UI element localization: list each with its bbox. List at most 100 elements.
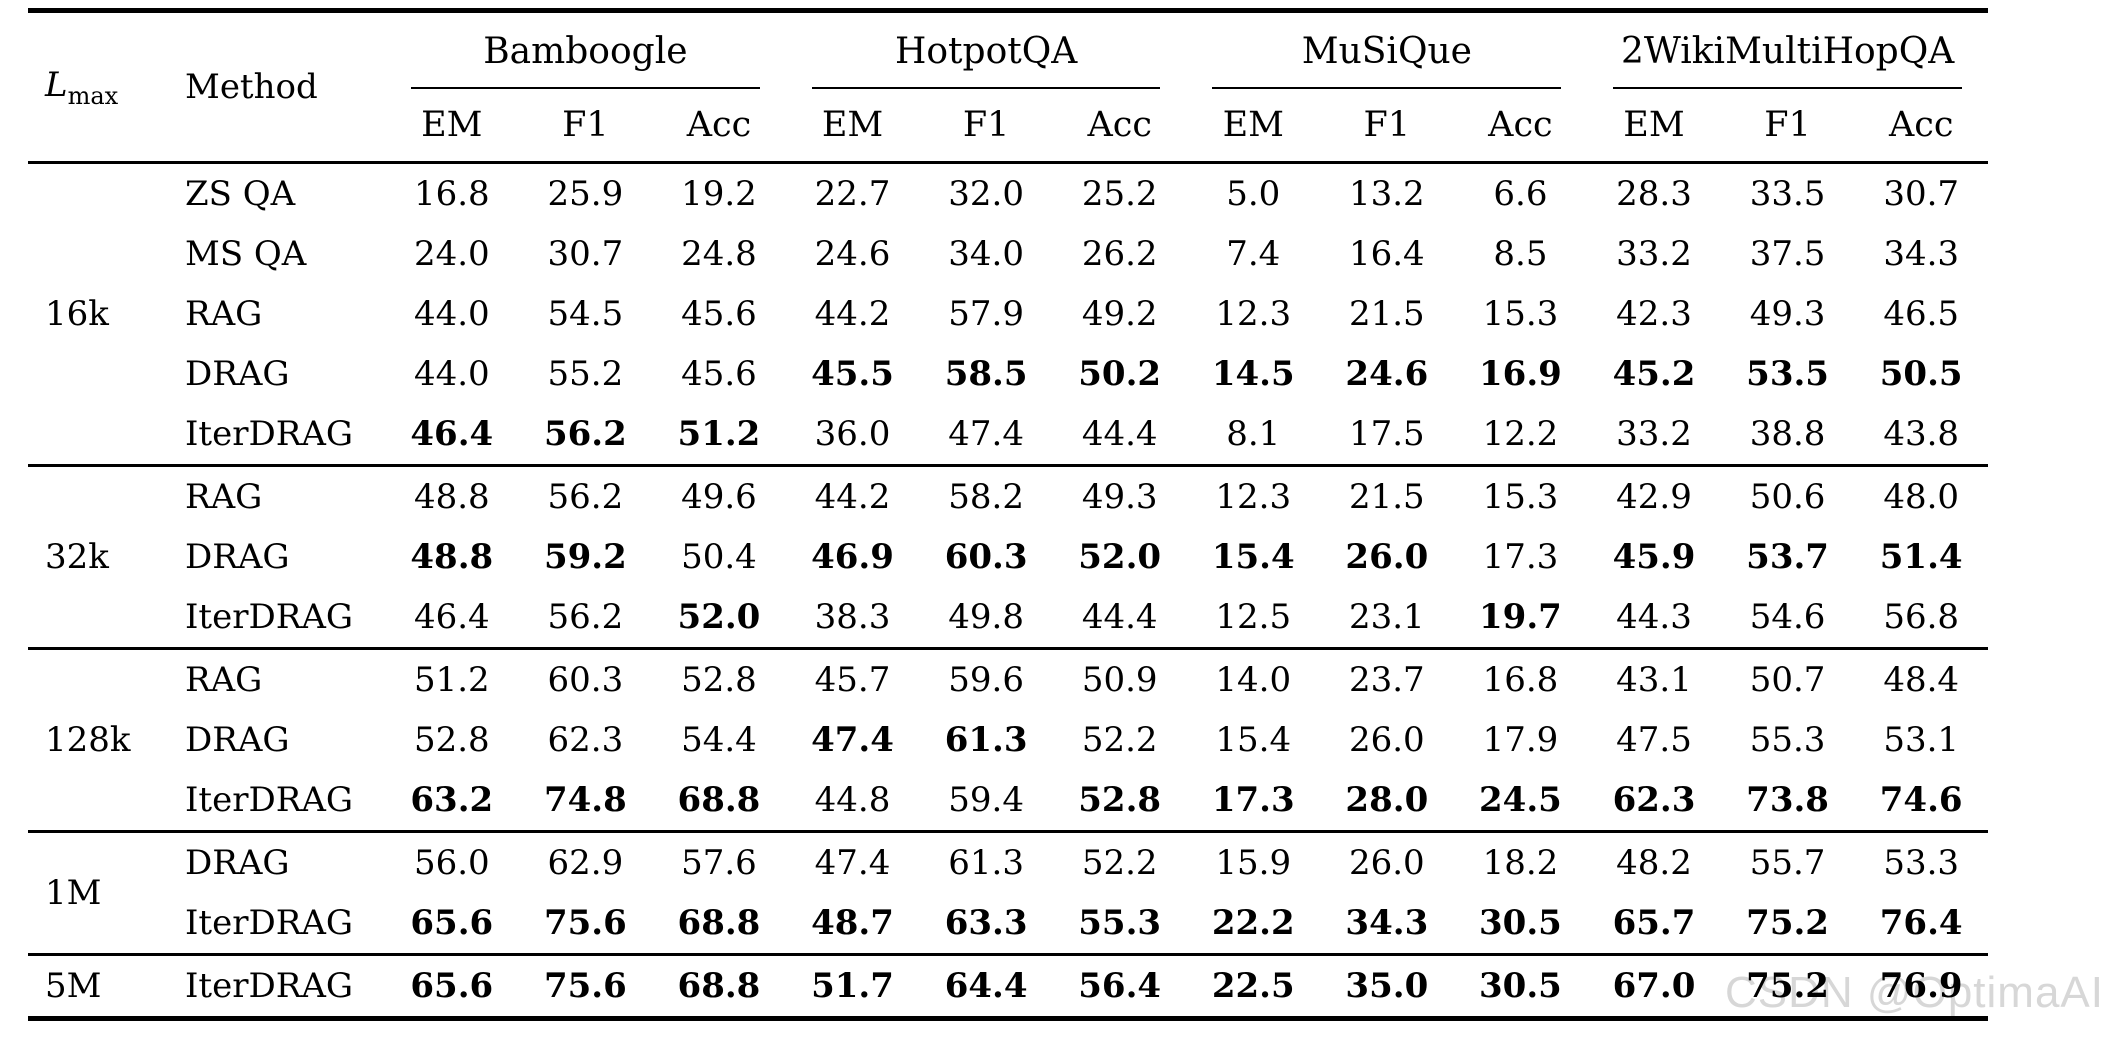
- value-cell: 17.3: [1482, 537, 1559, 577]
- group-name: 2WikiMultiHopQA: [1620, 31, 1955, 72]
- value-cell: 56.0: [385, 830, 519, 893]
- section-32k: 32k RAG 48.8 56.2 49.6 44.2 58.2 49.3 12…: [28, 464, 1988, 649]
- value-cell: 44.4: [1081, 597, 1158, 637]
- metric-header-f1: F1: [562, 105, 609, 145]
- section-16k: 16k ZS QA 16.8 25.9 19.2 22.7 32.0 25.2 …: [28, 161, 1988, 466]
- value-cell: 63.3: [944, 903, 1028, 943]
- lmax-cell: 128k: [28, 647, 185, 832]
- value-cell: 25.9: [518, 161, 653, 224]
- value-cell: 34.3: [1345, 903, 1429, 943]
- value-cell: 47.4: [785, 830, 920, 893]
- group-name: HotpotQA: [894, 31, 1078, 72]
- lmax-subscript: max: [67, 81, 119, 110]
- table-row: 32k RAG 48.8 56.2 49.6 44.2 58.2 49.3 12…: [28, 464, 1988, 649]
- value-cell: 56.4: [1052, 953, 1187, 1019]
- method-cell: RAG: [185, 464, 385, 527]
- value-cell: 23.7: [1320, 647, 1454, 710]
- value-cell: 42.9: [1587, 464, 1721, 527]
- table-row: 128k RAG 51.2 60.3 52.8 45.7 59.6 50.9 1…: [28, 647, 1988, 832]
- value-cell: 73.8: [1746, 780, 1829, 820]
- group-underline: [811, 87, 1161, 89]
- value-cell: 61.3: [944, 720, 1028, 760]
- table-row: DRAG 52.8 62.3 54.4 47.4 61.3 52.2 15.4 …: [28, 710, 1988, 770]
- value-cell: 16.9: [1479, 354, 1562, 394]
- value-cell: 76.9: [1854, 953, 1988, 1019]
- lmax-cell: 5M: [28, 953, 185, 1019]
- value-cell: 8.5: [1493, 234, 1548, 274]
- table-row: IterDRAG 63.2 74.8 68.8 44.8 59.4 52.8 1…: [28, 770, 1988, 832]
- method-column-header: Method: [185, 67, 318, 107]
- section-128k: 128k RAG 51.2 60.3 52.8 45.7 59.6 50.9 1…: [28, 647, 1988, 832]
- group-name: Bamboogle: [483, 31, 688, 72]
- value-cell: 52.8: [652, 647, 786, 710]
- value-cell: 48.7: [811, 903, 894, 943]
- value-cell: 5.0: [1186, 161, 1321, 224]
- lmax-cell: 16k: [28, 161, 185, 466]
- value-cell: 26.0: [1345, 537, 1429, 577]
- value-cell: 50.4: [681, 537, 757, 577]
- value-cell: 24.6: [814, 234, 891, 274]
- value-cell: 22.2: [1211, 903, 1295, 943]
- method-cell: DRAG: [185, 830, 385, 893]
- method-cell: MS QA: [185, 234, 307, 274]
- value-cell: 53.5: [1746, 354, 1829, 394]
- value-cell: 24.5: [1479, 780, 1562, 820]
- metric-header-acc: Acc: [686, 105, 752, 145]
- table-row: IterDRAG 46.4 56.2 52.0 38.3 49.8 44.4 1…: [28, 587, 1988, 649]
- lmax-column-header: Lmax: [28, 11, 185, 163]
- value-cell: 52.2: [1052, 830, 1187, 893]
- method-cell: ZS QA: [185, 161, 385, 224]
- value-cell: 35.0: [1320, 953, 1454, 1019]
- value-cell: 44.2: [814, 294, 891, 334]
- value-cell: 44.0: [413, 294, 490, 334]
- value-cell: 49.2: [1081, 294, 1158, 334]
- table-row: MS QA 24.0 30.7 24.8 24.6 34.0 26.2 7.4 …: [28, 224, 1988, 284]
- value-cell: 46.4: [410, 414, 494, 454]
- value-cell: 57.6: [652, 830, 786, 893]
- group-name: MuSiQue: [1301, 31, 1472, 72]
- value-cell: 18.2: [1453, 830, 1588, 893]
- value-cell: 64.4: [919, 953, 1053, 1019]
- value-cell: 45.2: [1612, 354, 1696, 394]
- value-cell: 45.6: [681, 294, 757, 334]
- value-cell: 68.8: [677, 780, 761, 820]
- value-cell: 58.5: [944, 354, 1028, 394]
- method-cell: IterDRAG: [185, 953, 385, 1019]
- value-cell: 54.6: [1749, 597, 1826, 637]
- table-row: RAG 44.0 54.5 45.6 44.2 57.9 49.2 12.3 2…: [28, 284, 1988, 344]
- value-cell: 46.9: [811, 537, 894, 577]
- value-cell: 25.2: [1052, 161, 1187, 224]
- value-cell: 38.3: [814, 597, 891, 637]
- section-1m: 1M DRAG 56.0 62.9 57.6 47.4 61.3 52.2 15…: [28, 830, 1988, 955]
- value-cell: 57.9: [948, 294, 1024, 334]
- value-cell: 44.4: [1081, 414, 1158, 454]
- value-cell: 17.3: [1211, 780, 1295, 820]
- value-cell: 30.7: [1854, 161, 1988, 224]
- metric-header-acc: Acc: [1488, 105, 1553, 145]
- table-row: DRAG 44.0 55.2 45.6 45.5 58.5 50.2 14.5 …: [28, 344, 1988, 404]
- value-cell: 8.1: [1226, 414, 1281, 454]
- value-cell: 51.2: [677, 414, 761, 454]
- value-cell: 56.2: [543, 414, 627, 454]
- value-cell: 52.8: [1078, 780, 1162, 820]
- value-cell: 51.4: [1879, 537, 1963, 577]
- value-cell: 33.2: [1616, 414, 1692, 454]
- metric-header-f1: F1: [1764, 105, 1811, 145]
- value-cell: 75.6: [518, 953, 653, 1019]
- group-underline: [411, 87, 760, 89]
- value-cell: 58.2: [919, 464, 1053, 527]
- value-cell: 56.8: [1883, 597, 1960, 637]
- value-cell: 44.8: [814, 780, 891, 820]
- value-cell: 30.7: [547, 234, 624, 274]
- table-row: IterDRAG 46.4 56.2 51.2 36.0 47.4 44.4 8…: [28, 404, 1988, 466]
- value-cell: 62.9: [518, 830, 653, 893]
- value-cell: 52.2: [1081, 720, 1158, 760]
- value-cell: 33.2: [1616, 234, 1692, 274]
- value-cell: 50.6: [1720, 464, 1855, 527]
- value-cell: 53.1: [1883, 720, 1960, 760]
- table-row: 1M DRAG 56.0 62.9 57.6 47.4 61.3 52.2 15…: [28, 830, 1988, 955]
- value-cell: 14.5: [1211, 354, 1295, 394]
- value-cell: 48.4: [1854, 647, 1988, 710]
- value-cell: 26.0: [1320, 830, 1454, 893]
- value-cell: 52.8: [413, 720, 490, 760]
